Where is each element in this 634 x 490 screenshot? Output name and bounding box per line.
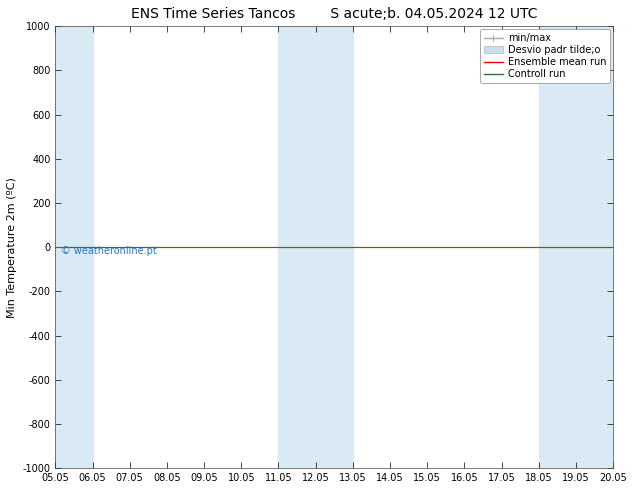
Legend: min/max, Desvio padr tilde;o, Ensemble mean run, Controll run: min/max, Desvio padr tilde;o, Ensemble m…	[480, 29, 611, 83]
Text: © weatheronline.pt: © weatheronline.pt	[61, 246, 157, 256]
Bar	[37, 26, 93, 468]
Bar	[539, 26, 613, 468]
Bar	[278, 26, 353, 468]
Y-axis label: Min Temperature 2m (ºC): Min Temperature 2m (ºC)	[7, 177, 17, 318]
Title: ENS Time Series Tancos        S acute;b. 04.05.2024 12 UTC: ENS Time Series Tancos S acute;b. 04.05.…	[131, 7, 538, 21]
